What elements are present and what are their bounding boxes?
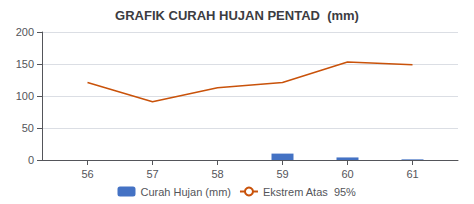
svg-text:100: 100 <box>16 90 34 102</box>
svg-text:GRAFIK CURAH HUJAN PENTAD (mm: GRAFIK CURAH HUJAN PENTAD (mm) <box>115 8 359 23</box>
svg-text:60: 60 <box>341 168 353 180</box>
svg-text:200: 200 <box>16 26 34 38</box>
svg-text:56: 56 <box>81 168 93 180</box>
svg-text:58: 58 <box>211 168 223 180</box>
svg-text:0: 0 <box>28 154 34 166</box>
svg-text:61: 61 <box>406 168 418 180</box>
svg-text:150: 150 <box>16 58 34 70</box>
svg-text:Curah Hujan (mm): Curah Hujan (mm) <box>141 186 231 198</box>
svg-text:50: 50 <box>22 122 34 134</box>
svg-text:59: 59 <box>276 168 288 180</box>
svg-text:57: 57 <box>146 168 158 180</box>
svg-text:Ekstrem Atas 95%: Ekstrem Atas 95% <box>263 186 356 198</box>
